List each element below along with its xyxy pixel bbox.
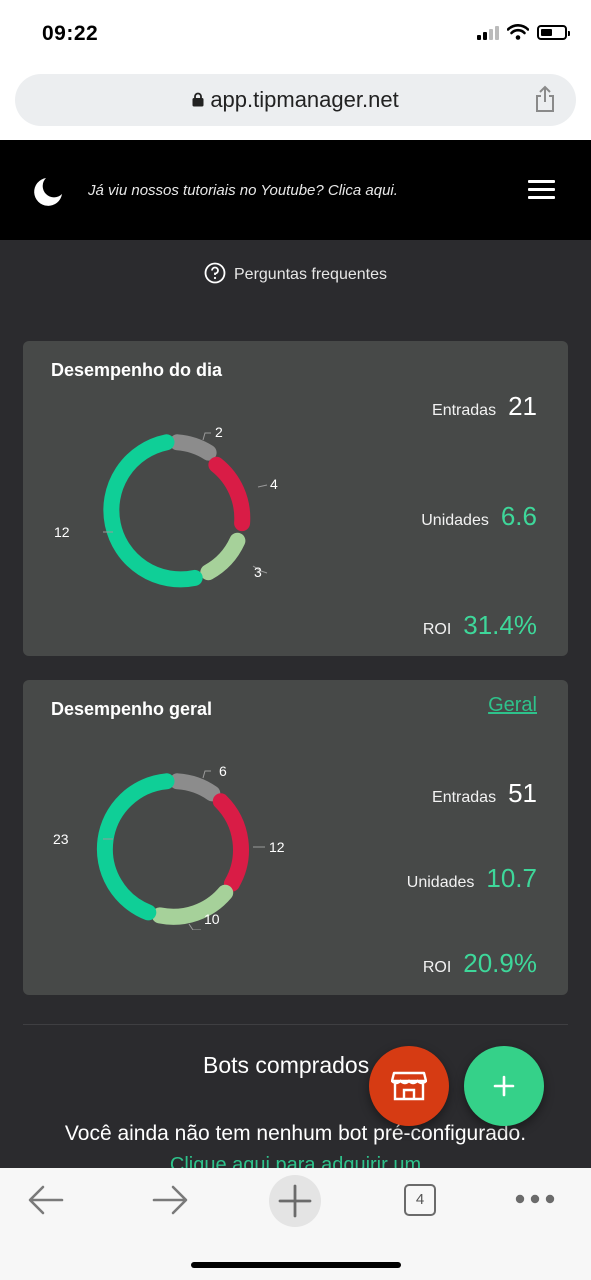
- overall-link[interactable]: Geral: [488, 694, 537, 716]
- slice-green: [96, 773, 175, 921]
- slice-green: [103, 434, 203, 588]
- roi-value: 20.9%: [463, 948, 537, 978]
- add-fab-button[interactable]: [464, 1046, 544, 1126]
- unidades-value: 6.6: [500, 501, 537, 531]
- bots-section-title: Bots comprados: [203, 1052, 370, 1078]
- label-red: 4: [270, 476, 278, 492]
- status-bar: 09:22: [0, 0, 591, 70]
- roi-stat: ROI 31.4%: [423, 610, 537, 641]
- cellular-signal-icon: [477, 24, 499, 40]
- question-circle-icon: [204, 262, 226, 284]
- plus-icon: [493, 1075, 515, 1097]
- slice-red: [208, 456, 251, 532]
- label-green: 23: [53, 831, 69, 847]
- section-divider: [23, 1024, 568, 1025]
- address-bar[interactable]: app.tipmanager.net: [15, 74, 576, 126]
- entradas-stat: Entradas 21: [432, 391, 537, 422]
- new-tab-plus-icon[interactable]: [268, 1174, 322, 1228]
- unidades-stat: Unidades 6.6: [421, 501, 537, 532]
- roi-label: ROI: [422, 959, 452, 976]
- wifi-icon: [507, 24, 529, 40]
- entradas-stat: Entradas 51: [432, 778, 537, 809]
- entradas-value: 21: [508, 391, 537, 421]
- daily-donut-chart: 2 4 3 12: [54, 424, 278, 588]
- back-arrow-icon[interactable]: [28, 1184, 64, 1216]
- browser-toolbar: 4: [0, 1168, 591, 1280]
- lock-icon: [192, 92, 204, 107]
- more-options-icon[interactable]: [515, 1194, 555, 1204]
- label-green: 12: [54, 524, 70, 540]
- label-lightgreen: 3: [254, 564, 262, 580]
- unidades-label: Unidades: [421, 512, 489, 529]
- faq-label: Perguntas frequentes: [234, 266, 387, 284]
- slice-lightgreen: [151, 884, 234, 925]
- battery-icon: [537, 24, 570, 40]
- url-text: app.tipmanager.net: [210, 87, 399, 112]
- slice-red: [212, 793, 249, 892]
- app-header: Já viu nossos tutoriais no Youtube? Clic…: [0, 140, 591, 240]
- unidades-value: 10.7: [486, 863, 537, 893]
- card-title: Desempenho geral: [51, 699, 213, 719]
- daily-donut-arcs: [103, 434, 251, 588]
- daily-performance-card: Desempenho do dia 2 4 3 12 Entradas 21 U…: [23, 341, 568, 656]
- overall-donut-arcs: [96, 773, 249, 925]
- slice-gray: [169, 434, 217, 461]
- browser-address-area: app.tipmanager.net: [0, 70, 591, 140]
- slice-lightgreen: [200, 532, 246, 581]
- entradas-label: Entradas: [432, 789, 497, 806]
- label-red: 12: [269, 839, 285, 855]
- forward-arrow-icon[interactable]: [152, 1184, 188, 1216]
- home-indicator: [191, 1262, 401, 1268]
- roi-stat: ROI 20.9%: [423, 948, 537, 979]
- unidades-label: Unidades: [406, 874, 475, 891]
- card-title: Desempenho do dia: [51, 360, 223, 380]
- tutorial-banner-link[interactable]: Já viu nossos tutoriais no Youtube? Clic…: [88, 182, 398, 199]
- status-icons: [477, 24, 570, 40]
- moon-icon[interactable]: [32, 176, 64, 208]
- status-time: 09:22: [42, 22, 99, 45]
- unidades-stat: Unidades 10.7: [407, 863, 537, 894]
- faq-link[interactable]: Perguntas frequentes: [0, 262, 591, 284]
- roi-label: ROI: [422, 621, 452, 638]
- overall-donut-chart: 6 12 10 23: [53, 763, 285, 930]
- tab-switcher-icon[interactable]: 4: [404, 1184, 436, 1216]
- share-icon[interactable]: [534, 85, 556, 113]
- bots-empty-text: Você ainda não tem nenhum bot pré-config…: [64, 1122, 527, 1145]
- label-gray: 6: [219, 763, 227, 779]
- label-gray: 2: [215, 424, 223, 440]
- store-icon: [391, 1071, 427, 1101]
- entradas-value: 51: [508, 778, 537, 808]
- overall-performance-card: Desempenho geral Geral 6 12 10 23 Entrad…: [23, 680, 568, 995]
- hamburger-menu-icon[interactable]: [528, 180, 555, 204]
- label-lightgreen: 10: [204, 911, 220, 927]
- roi-value: 31.4%: [463, 610, 537, 640]
- store-fab-button[interactable]: [369, 1046, 449, 1126]
- entradas-label: Entradas: [432, 402, 497, 419]
- slice-gray: [169, 773, 221, 802]
